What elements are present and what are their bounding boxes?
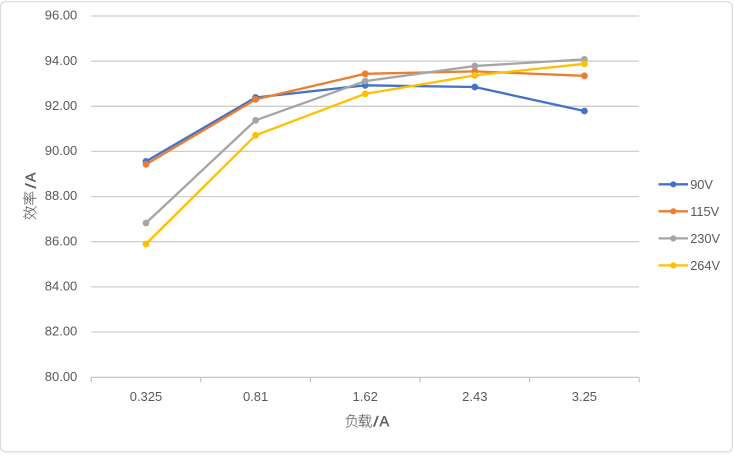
svg-text:94.00: 94.00 [45,53,78,68]
svg-text:264V: 264V [690,258,720,273]
svg-text:1.62: 1.62 [353,389,378,404]
svg-text:90V: 90V [690,177,713,192]
svg-text:80.00: 80.00 [45,369,78,384]
svg-text:86.00: 86.00 [45,233,78,248]
svg-text:115V: 115V [690,204,719,219]
svg-text:90.00: 90.00 [45,143,78,158]
svg-text:88.00: 88.00 [45,188,78,203]
svg-text:96.00: 96.00 [45,8,78,23]
svg-text:82.00: 82.00 [45,324,78,339]
svg-text:230V: 230V [690,231,720,246]
svg-text:2.43: 2.43 [462,389,487,404]
svg-text:92.00: 92.00 [45,98,78,113]
svg-text:3.25: 3.25 [572,389,597,404]
svg-text:0.81: 0.81 [243,389,268,404]
svg-text:84.00: 84.00 [45,279,78,294]
svg-text:0.325: 0.325 [130,389,163,404]
